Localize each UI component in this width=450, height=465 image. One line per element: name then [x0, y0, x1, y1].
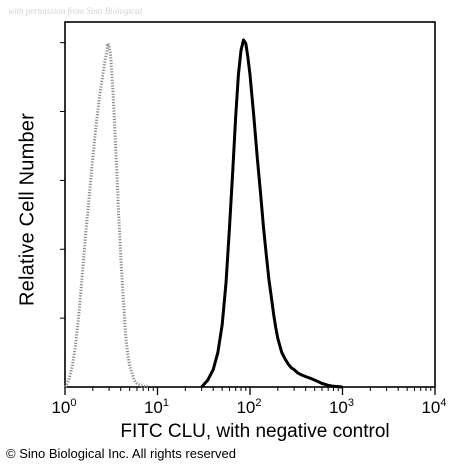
sample-histogram-line	[200, 38, 343, 389]
x-axis-tick-labels: 100 101 102 103 104	[51, 397, 446, 417]
x-tick-label: 103	[329, 397, 354, 417]
x-tick-label: 104	[421, 397, 446, 417]
copyright-text: © Sino Biological Inc. All rights reserv…	[6, 446, 236, 461]
watermark-text: with permission from Sino Biological	[8, 6, 143, 16]
histogram-chart: 100 101 102 103 104	[51, 21, 447, 417]
x-axis-ticks	[64, 387, 436, 395]
y-axis-label: Relative Cell Number	[16, 113, 39, 306]
x-axis-label: FITC CLU, with negative control	[120, 421, 390, 442]
x-tick-label: 101	[144, 397, 169, 417]
control-histogram-line	[63, 42, 149, 389]
x-tick-label: 102	[236, 397, 261, 417]
x-tick-label: 100	[51, 397, 76, 417]
y-axis-ticks	[60, 42, 65, 319]
series-layer	[63, 38, 343, 389]
